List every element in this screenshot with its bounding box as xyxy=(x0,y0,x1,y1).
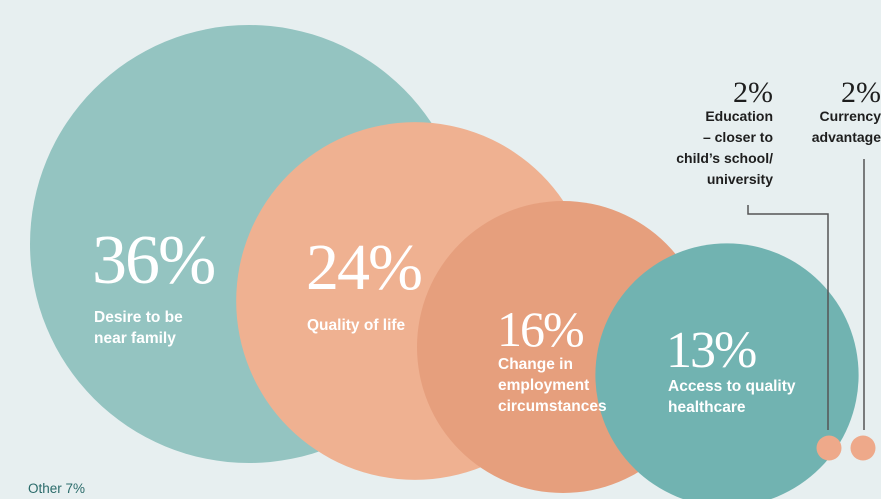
small-item-1-value: 2% xyxy=(841,76,881,109)
other-label: Other 7% xyxy=(28,481,86,496)
small-item-0-label: Education – closer to child’s school/ un… xyxy=(676,108,773,187)
bubble-3 xyxy=(595,243,859,499)
connectors-group xyxy=(747,159,876,461)
connector-line-0 xyxy=(747,205,829,430)
bubble-2-value: 16% xyxy=(497,301,585,357)
bubbles-group xyxy=(30,25,859,499)
small-item-1-label: Currency advantage xyxy=(811,108,881,145)
bubble-1-label: Quality of life xyxy=(307,317,406,334)
small-item-0-value: 2% xyxy=(733,76,773,109)
bubble-2-label: Change in employment circumstances xyxy=(498,356,607,415)
bubble-3-label: Access to quality healthcare xyxy=(668,378,796,416)
small-bubble-0 xyxy=(816,435,842,461)
bubble-0-value: 36% xyxy=(92,222,216,299)
bubble-3-value: 13% xyxy=(666,322,757,379)
small-bubble-1 xyxy=(850,435,876,461)
bubble-0-label: Desire to be near family xyxy=(94,309,183,347)
bubble-1-value: 24% xyxy=(306,231,423,304)
